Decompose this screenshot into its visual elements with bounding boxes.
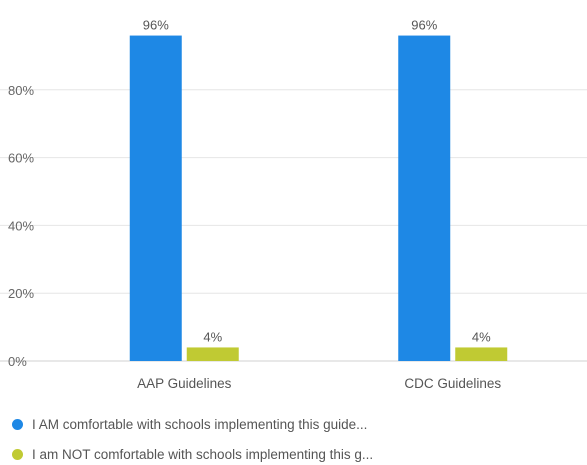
x-tick-label: CDC Guidelines (404, 376, 501, 391)
bar-chart: 0% 20% 40% 60% 80% 96% 4% 96% 4% AAP Guidelines… (0, 18, 587, 391)
y-tick-label: 80% (8, 83, 34, 98)
data-label: 96% (411, 18, 437, 33)
y-tick-label: 60% (8, 151, 34, 166)
bar (398, 35, 451, 362)
data-label: 4% (203, 329, 222, 344)
bars (129, 35, 508, 362)
data-label: 96% (143, 18, 169, 33)
legend-item-comfortable[interactable]: I AM comfortable with schools implementi… (12, 414, 367, 434)
legend-label: I AM comfortable with schools implementi… (32, 416, 368, 432)
y-tick-label: 40% (8, 218, 34, 233)
legend-marker (12, 448, 23, 460)
data-label: 4% (472, 329, 491, 344)
legend-label: I am NOT comfortable with schools implem… (32, 446, 374, 462)
y-tick-label: 20% (8, 286, 34, 301)
data-labels: 96% 4% 96% 4% (143, 18, 491, 345)
legend-marker (12, 418, 23, 430)
x-axis-ticks: AAP Guidelines CDC Guidelines (137, 376, 501, 391)
y-tick-label: 0% (8, 354, 27, 369)
y-axis-ticks: 0% 20% 40% 60% 80% (8, 83, 34, 369)
x-tick-label: AAP Guidelines (137, 376, 232, 391)
bar (186, 347, 239, 361)
legend-item-not-comfortable[interactable]: I am NOT comfortable with schools implem… (12, 444, 373, 464)
gridlines (0, 89, 587, 362)
bar (455, 347, 508, 361)
bar (129, 35, 182, 362)
